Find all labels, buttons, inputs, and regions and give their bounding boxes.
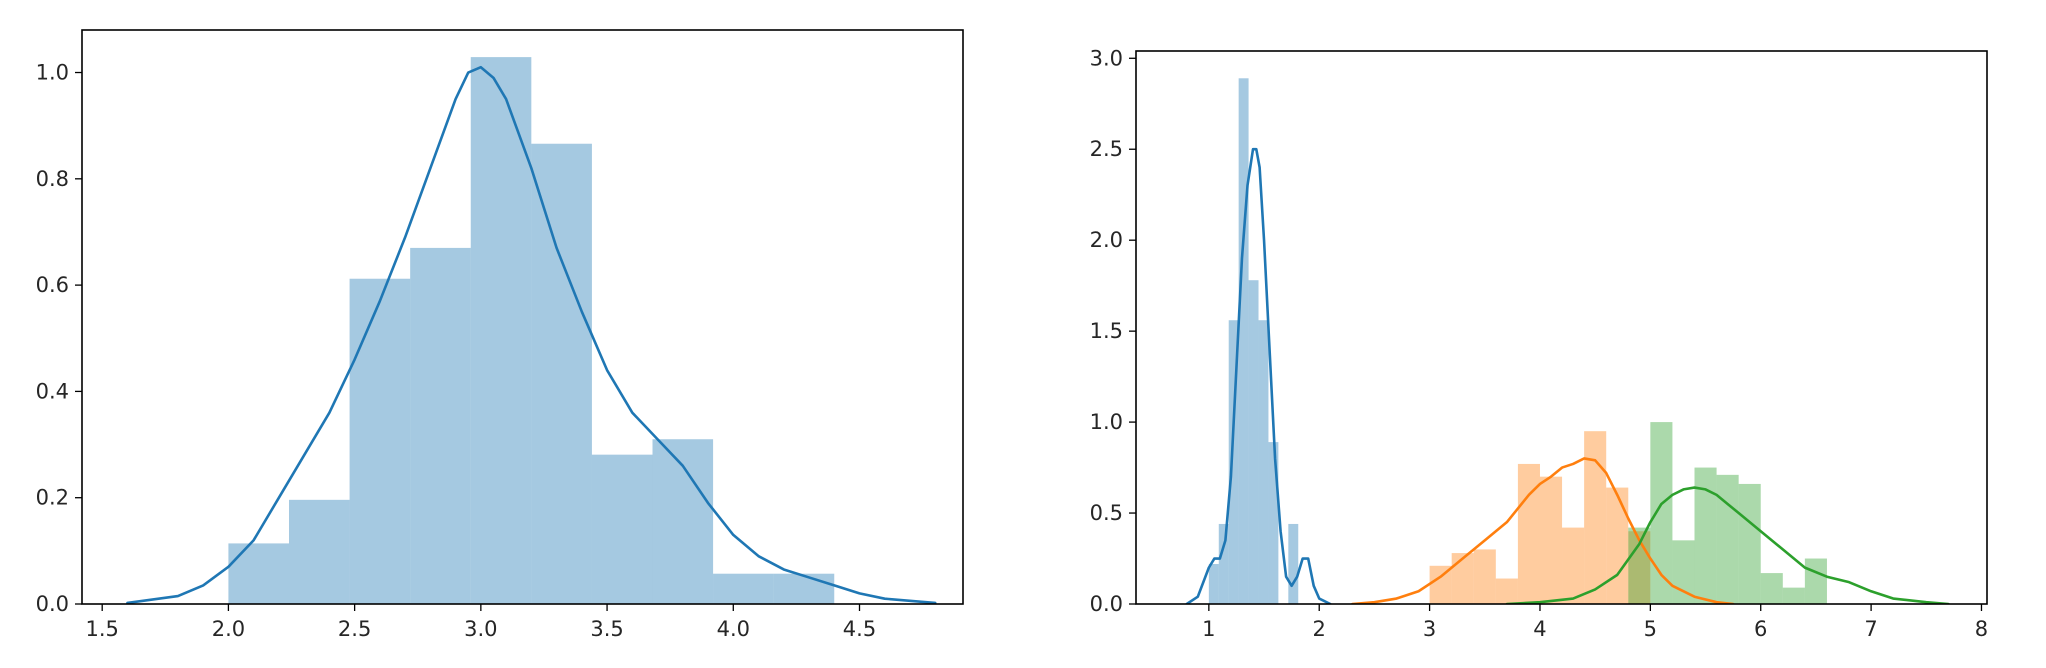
histogram-bar-orange (1451, 553, 1474, 604)
histogram-bar-blue (1288, 523, 1299, 604)
histogram-bar-green (1628, 527, 1651, 604)
y-tick-label: 2.5 (1090, 137, 1123, 161)
histogram-bar-blue (1258, 320, 1269, 604)
histogram-bar-orange (1429, 565, 1452, 604)
y-tick-label: 0.8 (36, 167, 69, 191)
y-tick-label: 0.0 (36, 592, 69, 616)
kde-line-blue (126, 65, 937, 604)
y-tick-label: 2.0 (1090, 228, 1123, 252)
histogram-bar-green (1804, 558, 1827, 604)
histogram-bar-blue (1208, 563, 1219, 604)
histogram-bar-blue (410, 247, 471, 604)
x-tick-label: 3 (1423, 617, 1436, 641)
histogram-bar-blue (773, 573, 835, 604)
x-tick-label: 1.5 (85, 617, 118, 641)
kde-line-green (1505, 486, 1950, 604)
histogram-bar-green (1716, 474, 1739, 604)
histogram-bar-orange (1517, 463, 1540, 604)
y-tick-label: 1.0 (36, 61, 69, 85)
histogram-bar-green (1738, 483, 1761, 604)
histogram-bar-blue (470, 57, 532, 604)
y-tick-label: 1.0 (1090, 410, 1123, 434)
histogram-bar-green (1760, 573, 1783, 604)
y-tick-label: 0.5 (1090, 501, 1123, 525)
histogram-bar-blue (1228, 320, 1239, 604)
x-tick-label: 3.5 (590, 617, 623, 641)
histogram-bar-blue (1238, 78, 1249, 604)
x-tick-label: 1 (1202, 617, 1215, 641)
chart-panel-2: 1 2 3 4 5 6 7 8 0.0 0.5 1.0 1.5 2.0 2.5 3.0 (1090, 46, 1989, 641)
kde-line-orange (1351, 457, 1735, 604)
x-tick-label: 5 (1644, 617, 1657, 641)
histogram-bar-blue (288, 499, 350, 604)
histogram-bar-blue (349, 278, 411, 604)
histogram-bar-green (1650, 422, 1673, 604)
x-tick-label: 4 (1533, 617, 1546, 641)
x-tick-label: 6 (1754, 617, 1767, 641)
histogram-bar-orange (1584, 431, 1607, 604)
kde-line-blue (1185, 147, 1332, 604)
x-tick-label: 8 (1975, 617, 1988, 641)
axes-frame (81, 29, 964, 605)
plot-area-1 (126, 57, 937, 604)
histogram-bar-green (1694, 467, 1717, 604)
histogram-bar-blue (713, 573, 774, 604)
y-tick-label: 0.0 (1090, 592, 1123, 616)
x-tick-label: 7 (1864, 617, 1877, 641)
histogram-bar-blue (1268, 442, 1279, 604)
y-tick-label: 3.0 (1090, 46, 1123, 70)
histogram-bar-green (1782, 587, 1805, 604)
histogram-bar-blue (1218, 523, 1229, 604)
y-tick-label: 0.2 (36, 486, 69, 510)
y-tick-label: 0.6 (36, 273, 69, 297)
x-tick-label: 2.5 (338, 617, 371, 641)
histogram-bar-orange (1606, 487, 1629, 604)
histogram-bar-blue (531, 143, 592, 604)
histogram-bar-orange (1539, 476, 1563, 604)
x-tick-label: 3.0 (464, 617, 497, 641)
y-tick-label: 0.4 (36, 379, 69, 403)
histogram-bar-orange (1562, 527, 1585, 604)
histogram-bar-blue (591, 454, 653, 604)
histogram-bar-blue (228, 543, 289, 604)
chart-panel-1: 1.5 2.0 2.5 3.0 3.5 4.0 4.5 0.0 0.2 0.4 0.6 0.8 1.0 (36, 29, 964, 641)
histogram-bar-orange (1495, 578, 1518, 604)
plot-area-2 (1185, 78, 1950, 604)
x-tick-label: 4.0 (717, 617, 750, 641)
y-tick-label: 1.5 (1090, 319, 1123, 343)
axes-frame (1135, 50, 1988, 605)
x-tick-label: 4.5 (843, 617, 876, 641)
x-tick-label: 2.0 (212, 617, 245, 641)
histogram-bar-orange (1473, 549, 1496, 604)
x-tick-label: 2 (1313, 617, 1326, 641)
histogram-bar-blue (1248, 280, 1259, 604)
